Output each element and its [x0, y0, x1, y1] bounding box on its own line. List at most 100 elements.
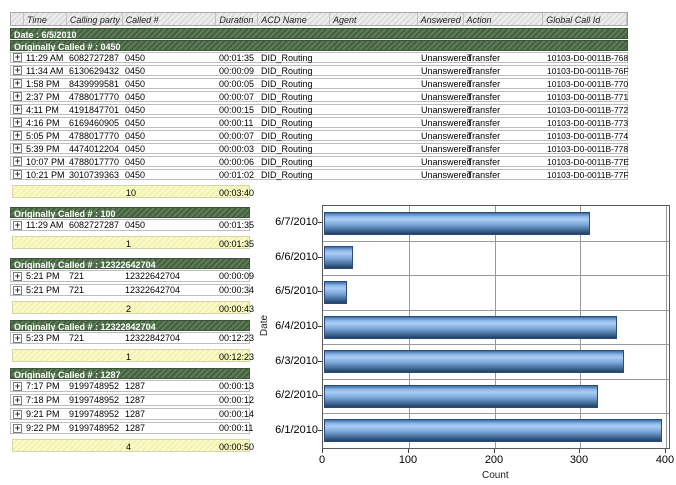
y-tick-label: 6/3/2010: [275, 355, 318, 367]
expand-icon[interactable]: +: [13, 65, 22, 75]
cell-calling: 4788017770: [69, 91, 120, 102]
cell-duration: 00:00:03: [219, 143, 255, 154]
table-row[interactable]: +10:07 PM 4788017770 0450 00:00:06 DID_Routi…: [10, 156, 629, 167]
y-gridline: [323, 344, 669, 345]
summary-total-duration: 00:01:35: [219, 239, 255, 249]
expand-icon[interactable]: +: [13, 91, 22, 101]
table-row[interactable]: +5:39 PM 4474012204 0450 00:00:03 DID_Routin…: [10, 143, 628, 154]
table-row[interactable]: +11:29 AM 6082727287 0450 00:01:35: [10, 219, 254, 231]
cell-duration: 00:00:14: [219, 409, 255, 419]
table-row[interactable]: +4:11 PM 4191847701 0450 00:00:15 DID_Routin…: [10, 104, 628, 115]
cell-time: 11:34 AM: [26, 65, 64, 76]
bar-6-1-2010: [324, 419, 662, 442]
cell-acd: DID_Routing: [261, 169, 313, 180]
x-tick-label: 300: [569, 454, 589, 466]
table-row[interactable]: +5:05 PM 4788017770 0450 00:00:07 DID_Routin…: [10, 130, 628, 141]
cell-time: 5:39 PM: [26, 143, 60, 154]
cell-time: 4:11 PM: [26, 104, 59, 115]
cell-action: Transfer: [467, 169, 501, 180]
called-group-band: Originally Called # : 1287: [10, 368, 250, 380]
expand-icon[interactable]: +: [13, 78, 22, 88]
cell-calling: 9199748952: [69, 381, 120, 391]
y-axis-tick: [318, 395, 322, 396]
expand-icon[interactable]: +: [13, 380, 22, 391]
expand-icon[interactable]: +: [13, 219, 22, 230]
cell-called: 0450: [125, 104, 146, 115]
cell-global_id: 10103-D0-0011B-771: [547, 91, 629, 102]
column-header-agent[interactable]: Agent: [330, 13, 418, 25]
expand-icon[interactable]: +: [13, 270, 22, 281]
expand-icon[interactable]: +: [13, 408, 22, 419]
cell-calling: 721: [69, 285, 85, 295]
column-header-time[interactable]: Time: [24, 13, 67, 25]
table-row[interactable]: +7:17 PM 9199748952 1287 00:00:13: [10, 380, 254, 392]
cell-called: 12322642704: [125, 285, 181, 295]
summary-call-count: 4: [126, 442, 132, 452]
column-header-answered[interactable]: Answered: [418, 13, 464, 25]
expand-icon[interactable]: +: [13, 422, 22, 433]
table-row[interactable]: +7:18 PM 9199748952 1287 00:00:12: [10, 394, 254, 406]
table-row[interactable]: +1:58 PM 8439999581 0450 00:00:05 DID_Routin…: [10, 78, 628, 89]
table-row[interactable]: +5:21 PM 721 12322642704 00:00:34: [10, 284, 254, 296]
expand-cell: +: [11, 105, 24, 114]
table-row[interactable]: +5:21 PM 721 12322642704 00:00:09: [10, 270, 254, 282]
cell-duration: 00:00:07: [219, 130, 255, 141]
y-tick-label: 6/7/2010: [275, 216, 318, 228]
x-tick-label: 100: [398, 454, 418, 466]
cell-action: Transfer: [467, 143, 501, 154]
bar-6-4-2010: [324, 316, 617, 339]
cell-time: 4:16 PM: [26, 117, 60, 128]
summary-call-count: 10: [126, 188, 137, 198]
expand-icon[interactable]: +: [13, 332, 22, 343]
cell-called: 12322642704: [125, 271, 181, 281]
cell-calling: 8439999581: [69, 78, 120, 89]
table-row[interactable]: +5:23 PM 721 12322842704 00:12:23: [10, 332, 254, 344]
group-summary-row: 1 00:12:23: [12, 349, 254, 362]
cell-calling: 9199748952: [69, 423, 120, 433]
cell-answered: Unanswered: [421, 52, 472, 63]
x-tick-label: 400: [655, 454, 675, 466]
expand-icon[interactable]: +: [13, 52, 22, 62]
cell-time: 11:29 AM: [26, 220, 64, 230]
expand-icon[interactable]: +: [13, 143, 22, 153]
cell-acd: DID_Routing: [261, 117, 313, 128]
expand-icon[interactable]: +: [13, 156, 22, 166]
column-header-called-[interactable]: Called #: [123, 13, 217, 25]
expand-icon[interactable]: +: [13, 169, 22, 179]
table-row[interactable]: +4:16 PM 6169460905 0450 00:00:11 DID_Routin…: [10, 117, 628, 128]
cell-duration: 00:00:06: [219, 156, 255, 167]
cell-acd: DID_Routing: [261, 156, 313, 167]
column-header-global-call-id[interactable]: Global Call Id: [543, 13, 627, 25]
cell-answered: Unanswered: [421, 143, 472, 154]
expand-icon[interactable]: +: [13, 117, 22, 127]
column-header-acd-name[interactable]: ACD Name: [258, 13, 330, 25]
table-row[interactable]: +9:22 PM 9199748952 1287 00:00:11: [10, 422, 253, 434]
expand-icon[interactable]: +: [13, 104, 22, 114]
table-row[interactable]: +2:37 PM 4788017770 0450 00:00:07 DID_Routin…: [10, 91, 628, 102]
y-axis-tick: [318, 326, 322, 327]
summary-total-duration: 00:03:40: [219, 188, 255, 198]
expand-icon[interactable]: +: [13, 284, 22, 295]
column-header-duration[interactable]: Duration: [216, 13, 259, 25]
cell-duration: 00:00:09: [219, 65, 255, 76]
cell-time: 2:37 PM: [26, 91, 60, 102]
cell-time: 1:58 PM: [26, 78, 60, 89]
expand-icon[interactable]: +: [13, 394, 22, 405]
table-row[interactable]: +11:34 AM 6130629432 0450 00:00:09 DID_Routi…: [10, 65, 629, 76]
date-group-band: Date : 6/5/2010: [10, 28, 628, 40]
y-axis-tick: [318, 430, 322, 431]
column-header-calling-party-[interactable]: Calling party #: [67, 13, 123, 25]
cell-time: 7:18 PM: [26, 395, 60, 405]
table-row[interactable]: +9:21 PM 9199748952 1287 00:00:14: [10, 408, 255, 420]
cell-global_id: 10103-D0-0011B-77F: [547, 169, 629, 180]
table-row[interactable]: +11:29 AM 6082727287 0450 00:01:35 DID_Routi…: [10, 52, 628, 63]
expand-cell: +: [11, 66, 24, 75]
table-row[interactable]: +10:21 PM 3010739363 0450 00:01:02 DID_Routi…: [10, 169, 629, 180]
cell-acd: DID_Routing: [261, 65, 313, 76]
column-header-action[interactable]: Action: [464, 13, 544, 25]
x-tick-label: 0: [318, 454, 326, 466]
y-axis-title: Date: [259, 314, 271, 337]
cell-acd: DID_Routing: [261, 78, 313, 89]
expand-icon[interactable]: +: [13, 130, 22, 140]
cell-action: Transfer: [467, 130, 501, 141]
